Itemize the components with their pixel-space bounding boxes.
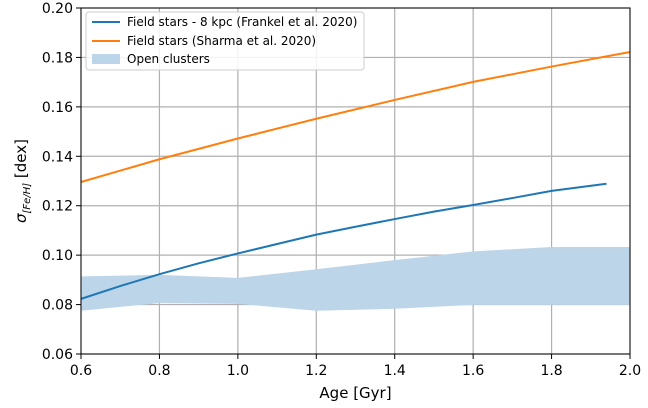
y-axis-label: σ[Fe/H] [dex] [12,139,33,223]
x-tick-label: 1.8 [540,363,562,379]
legend-box [85,11,365,71]
y-tick-label: 0.18 [42,50,73,66]
legend-label-sharma: Field stars (Sharma et al. 2020) [127,34,316,48]
y-axis-label-sigma: σ [12,213,30,223]
y-tick-label: 0.14 [42,149,73,165]
y-tick-label: 0.06 [42,347,73,363]
grid [80,7,631,355]
series-layer [80,51,631,300]
band-layer [81,246,630,311]
series-line-frankel [80,182,607,300]
ticks: 0.6 0.8 1.0 1.2 1.4 1.6 1.8 2.0 0.06 0.08 0.10 0.12… [42,1,641,379]
x-tick-label: 2.0 [619,363,641,379]
y-tick-label: 0.12 [42,199,73,215]
open-clusters-band [81,246,630,311]
legend-swatch-open-clusters [92,54,120,64]
y-axis-label-subscript: [Fe/H] [22,183,33,214]
y-tick-label: 0.16 [42,100,73,116]
x-axis-label: Age [Gyr] [319,384,391,402]
y-axis-label-unit: [dex] [12,139,30,183]
x-tick-label: 0.8 [148,363,170,379]
y-tick-label: 0.10 [42,248,73,264]
x-tick-label: 1.4 [384,363,406,379]
x-tick-label: 1.0 [227,363,249,379]
x-tick-label: 1.2 [305,363,327,379]
legend-label-open-clusters: Open clusters [127,52,210,66]
y-tick-label: 0.20 [42,1,73,17]
legend: Field stars - 8 kpc (Frankel et al. 2020… [85,11,365,71]
legend-label-frankel: Field stars - 8 kpc (Frankel et al. 2020… [127,15,358,29]
plot-frame [80,7,631,355]
x-tick-label: 0.6 [70,363,92,379]
series-line-sharma [80,51,631,183]
y-tick-label: 0.08 [42,298,73,314]
x-tick-label: 1.6 [462,363,484,379]
